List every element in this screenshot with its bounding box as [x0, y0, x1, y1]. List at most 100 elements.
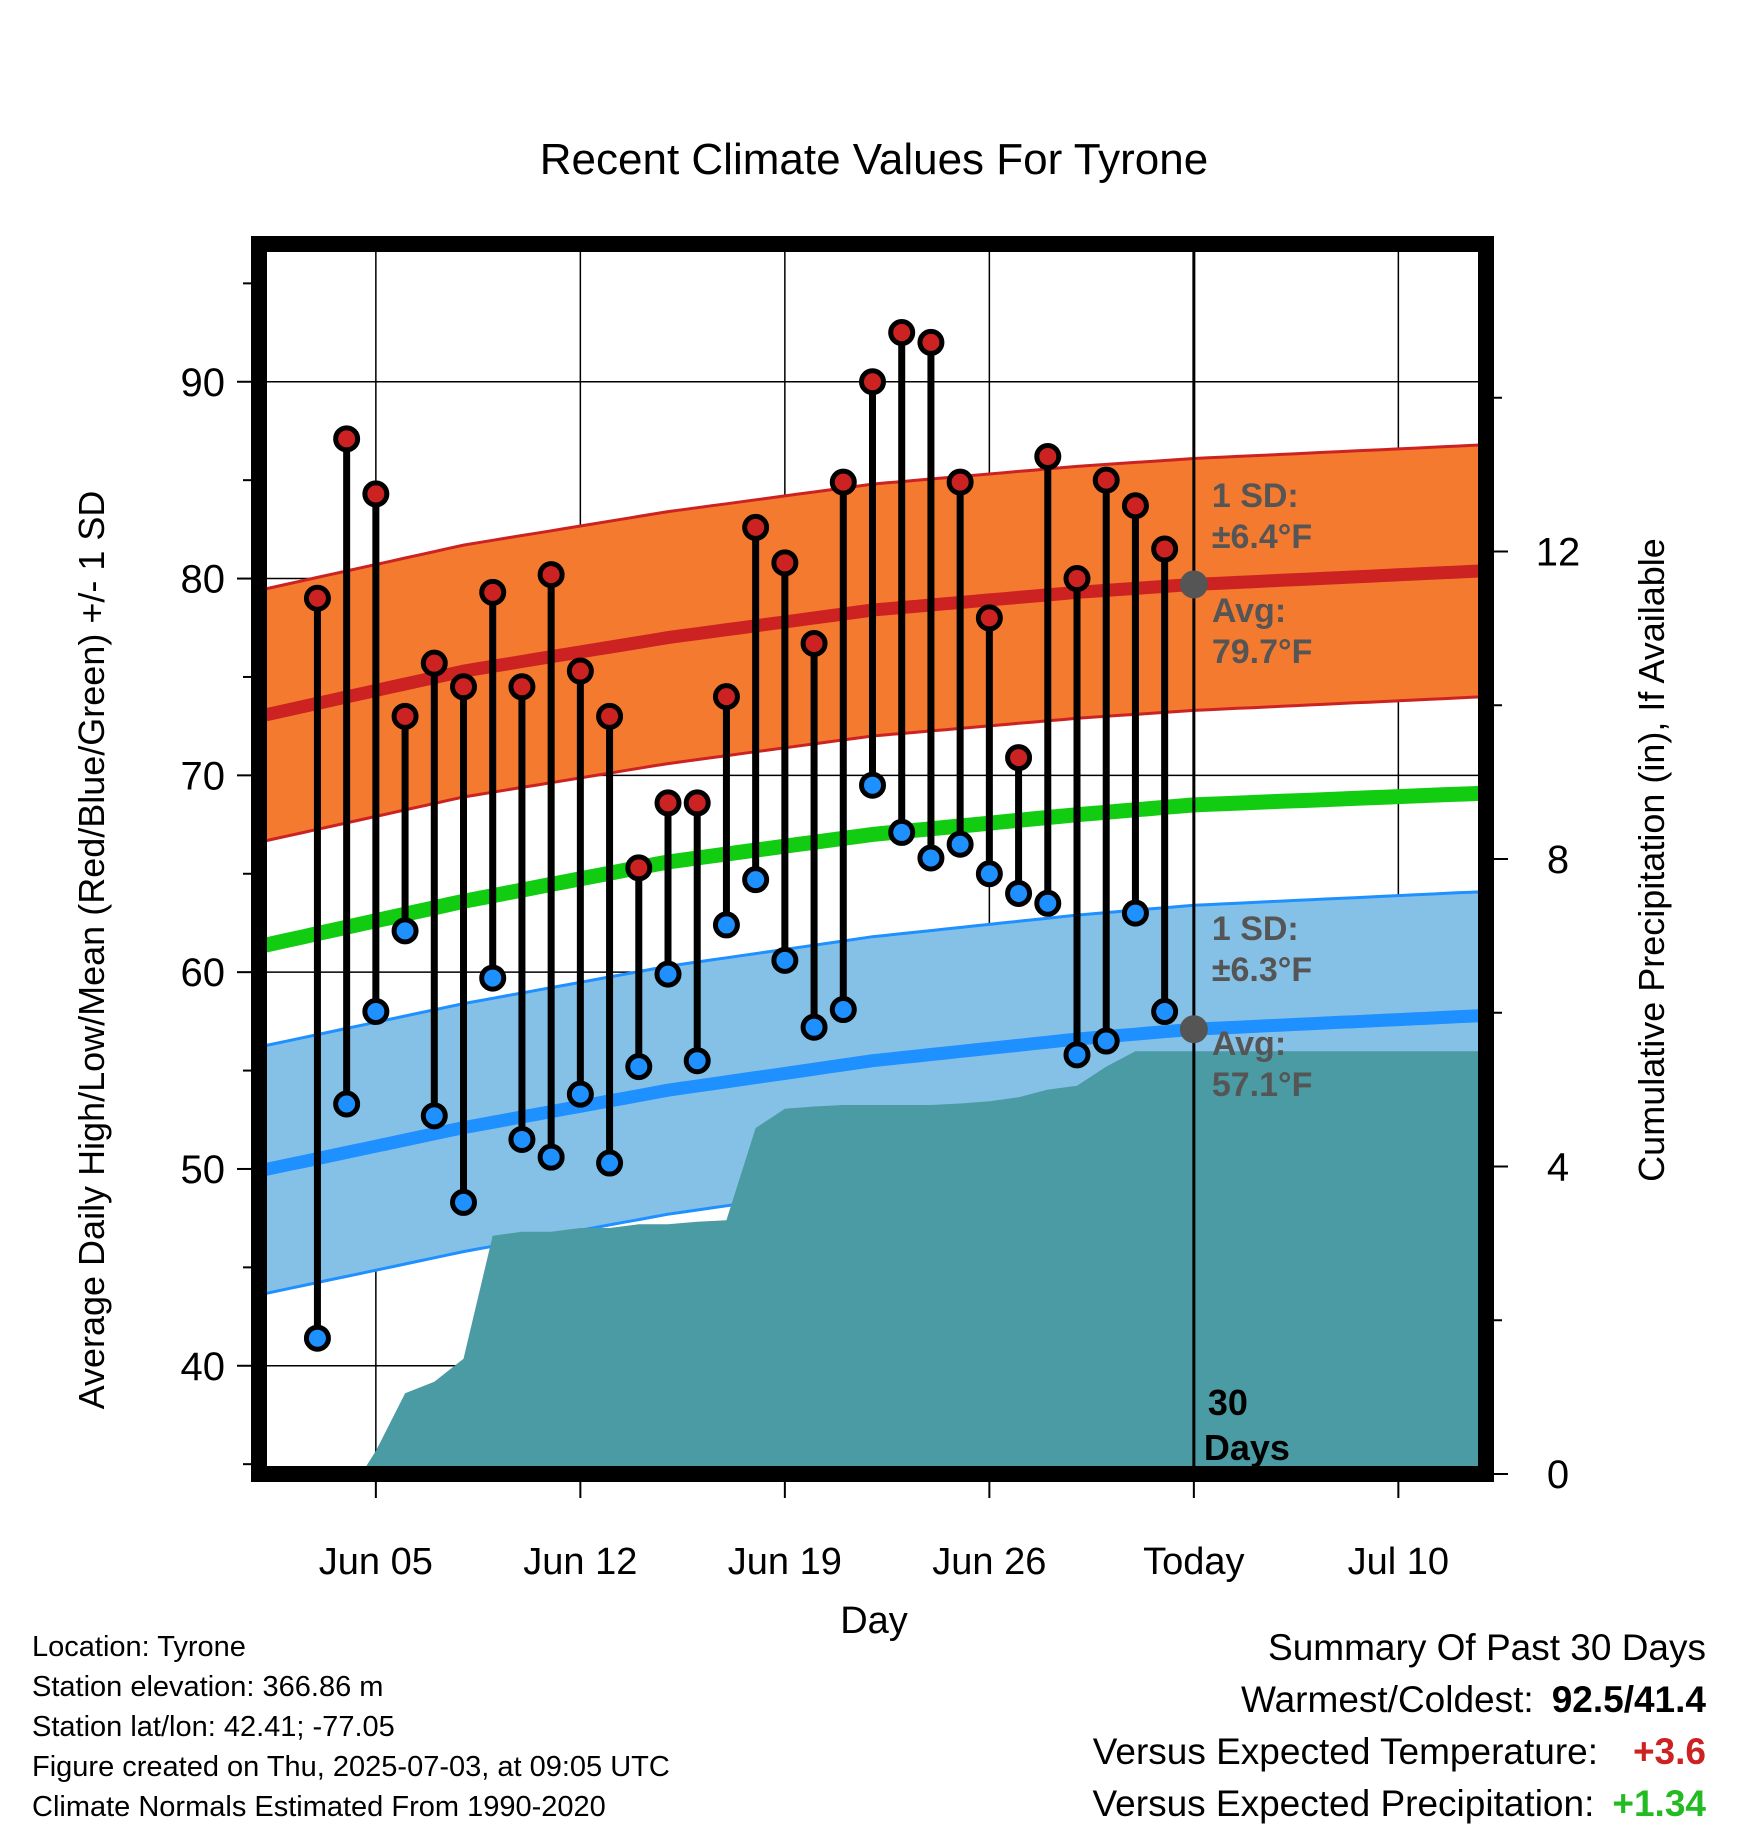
x-tick-label: Today [1143, 1541, 1244, 1583]
summary-panel: Summary Of Past 30 Days Warmest/Coldest:… [1093, 1622, 1706, 1830]
high-point [1005, 744, 1033, 772]
x-tick-label: Jun 12 [523, 1541, 637, 1583]
low-point [829, 996, 857, 1024]
low-point [303, 1324, 331, 1352]
low-sd-value: ±6.3°F [1212, 951, 1312, 989]
low-point [654, 960, 682, 988]
high-point [450, 673, 477, 701]
y2-tick-label: 4 [1547, 1146, 1569, 1190]
low-normal-band [259, 891, 1486, 1295]
today-low-normal-marker [1179, 1015, 1208, 1044]
y2-axis-label: Cumulative Precipitation (in), If Availa… [1631, 538, 1672, 1182]
low-point [800, 1013, 828, 1041]
today-count-label: 30 [1208, 1382, 1248, 1423]
y-tick-label: 60 [181, 951, 226, 995]
station-info: Location: Tyrone Station elevation: 366.… [32, 1627, 670, 1827]
temp-anomaly-value: +3.6 [1632, 1731, 1706, 1772]
low-point [625, 1053, 653, 1081]
low-point [712, 911, 740, 939]
low-point [596, 1149, 624, 1177]
x-tick-label: Jul 10 [1348, 1541, 1449, 1583]
low-point [1121, 899, 1149, 927]
high-point [800, 630, 828, 658]
high-point [742, 513, 770, 541]
y-tick-label: 70 [181, 754, 226, 798]
high-point [946, 468, 974, 496]
low-point [1005, 879, 1033, 907]
high-point [917, 328, 945, 356]
high-point [508, 673, 536, 701]
elevation-text: Station elevation: 366.86 m [32, 1671, 384, 1703]
low-avg-value: 57.1°F [1212, 1066, 1313, 1104]
y2-tick-label: 0 [1547, 1453, 1569, 1497]
y-tick-label: 80 [181, 558, 226, 602]
high-point [1092, 466, 1120, 494]
y-tick-label: 90 [181, 361, 226, 405]
warmest-coldest-value: 92.5/41.4 [1551, 1679, 1706, 1720]
plot-frame [251, 236, 1494, 1482]
high-sd-value: ±6.4°F [1212, 518, 1312, 556]
low-point [771, 946, 799, 974]
low-point [508, 1125, 536, 1153]
precip-anomaly-value: +1.34 [1612, 1783, 1706, 1824]
low-point [420, 1102, 448, 1130]
x-tick-label: Jun 26 [932, 1541, 1046, 1583]
x-tick-label: Jun 05 [319, 1541, 433, 1583]
x-axis-label: Day [840, 1600, 908, 1642]
high-point [1151, 535, 1179, 563]
low-point [888, 818, 916, 846]
chart-title: Recent Climate Values For Tyrone [540, 135, 1208, 184]
high-point [596, 702, 624, 730]
high-point [479, 578, 507, 606]
high-point [1034, 443, 1062, 471]
low-point [1034, 889, 1062, 917]
high-point [654, 789, 682, 817]
high-point [771, 549, 799, 577]
summary-heading: Summary Of Past 30 Days [1268, 1627, 1706, 1668]
low-point [537, 1143, 565, 1171]
low-point [683, 1047, 711, 1075]
low-point [742, 866, 770, 894]
high-point [1063, 565, 1091, 593]
high-point [566, 657, 594, 685]
high-point [625, 854, 653, 882]
high-point [303, 584, 331, 612]
high-point [859, 368, 886, 396]
low-point [975, 860, 1003, 888]
high-point [391, 702, 419, 730]
high-point [975, 604, 1003, 632]
low-sd-label: 1 SD: [1212, 910, 1299, 948]
temp-anomaly-label: Versus Expected Temperature: [1092, 1731, 1598, 1772]
high-point [712, 683, 740, 711]
y2-tick-label: 8 [1547, 838, 1569, 882]
latlon-text: Station lat/lon: 42.41; -77.05 [32, 1711, 395, 1743]
axes: 40 50 60 70 80 90 0 4 8 12 Jun 05 Jun 12 Jun 19 Jun 2… [181, 236, 1581, 1583]
x-tick-label: Jun 19 [728, 1541, 842, 1583]
high-point [829, 468, 857, 496]
high-point [1121, 492, 1149, 520]
y-axis-label: Average Daily High/Low/Mean (Red/Blue/Gr… [71, 491, 112, 1410]
low-point [1063, 1041, 1091, 1069]
precip-anomaly-row: Versus Expected Precipitation: +1.34 [1093, 1778, 1706, 1830]
low-point [479, 964, 507, 992]
high-point [362, 480, 390, 508]
high-point [420, 649, 448, 677]
low-point [391, 917, 419, 945]
low-avg-label: Avg: [1212, 1025, 1286, 1063]
high-sd-label: 1 SD: [1212, 477, 1299, 515]
low-point [1151, 998, 1179, 1026]
today-days-label: Days [1204, 1427, 1290, 1468]
low-point [946, 830, 974, 858]
warmest-coldest-label: Warmest/Coldest: [1241, 1679, 1534, 1720]
low-point [362, 998, 390, 1026]
low-point [450, 1188, 477, 1216]
y2-tick-label: 12 [1536, 531, 1581, 575]
location-text: Location: Tyrone [32, 1631, 246, 1663]
today-high-normal-marker [1179, 570, 1208, 599]
y-tick-label: 50 [181, 1148, 226, 1192]
low-point [566, 1080, 594, 1108]
precip-anomaly-label: Versus Expected Precipitation: [1092, 1783, 1595, 1824]
created-text: Figure created on Thu, 2025-07-03, at 09… [32, 1751, 670, 1783]
